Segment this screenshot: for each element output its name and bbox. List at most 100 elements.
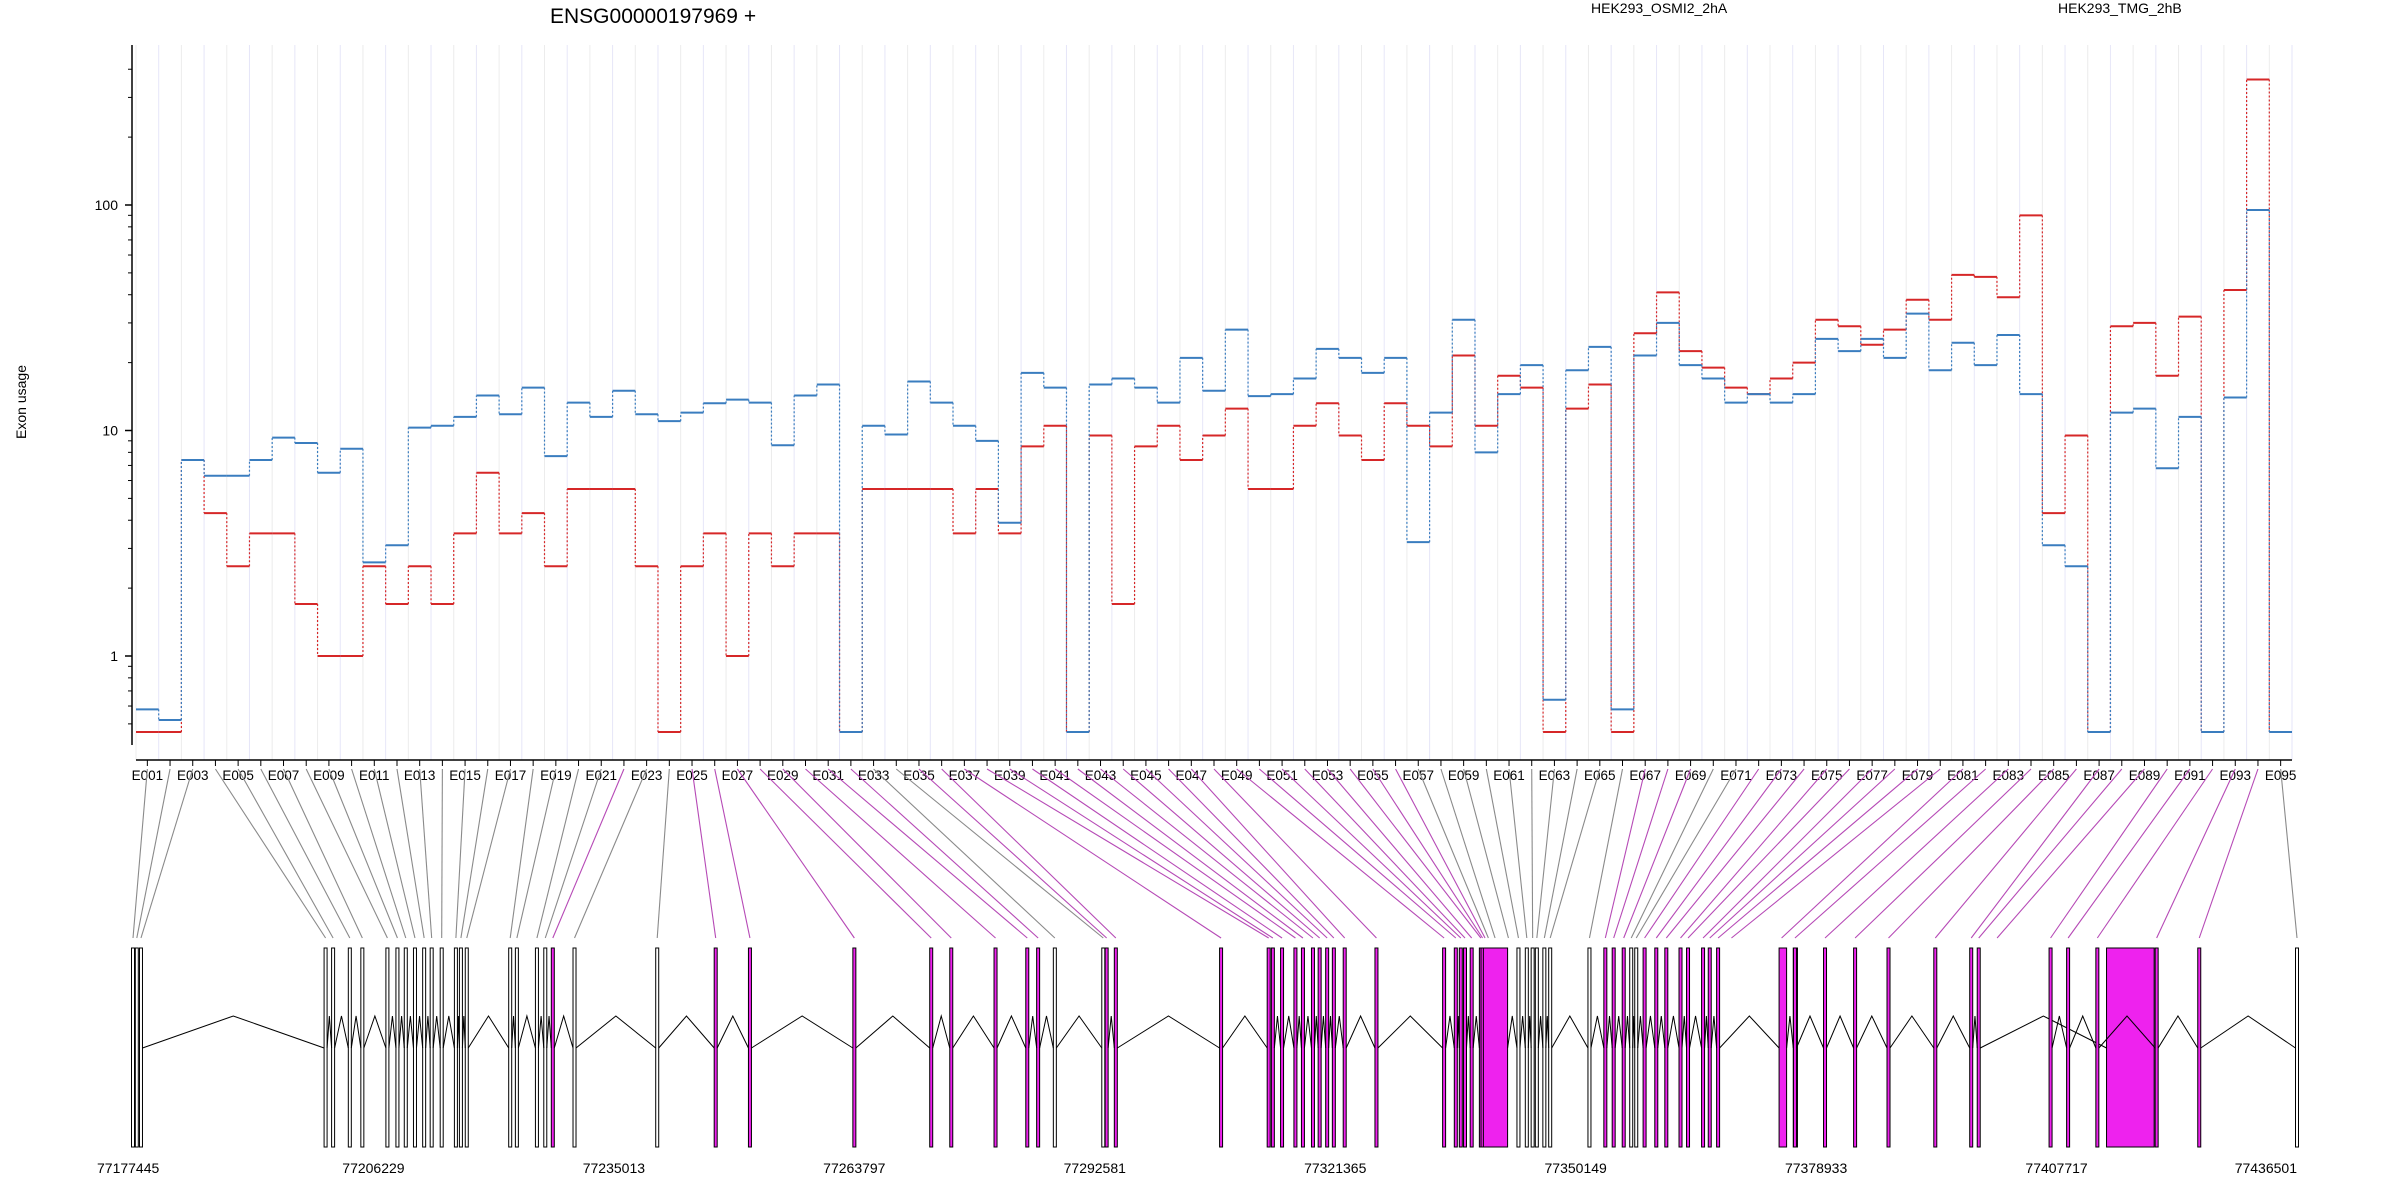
exon-block-E034 <box>1101 947 1106 1148</box>
genomic-coordinate-label: 77378933 <box>1785 1160 1848 1176</box>
intron-line <box>1456 1015 1460 1049</box>
intron-line <box>996 1014 1027 1049</box>
x-tick-label: E061 <box>1493 768 1525 783</box>
x-tick-label: E035 <box>903 768 935 783</box>
intron-line <box>1710 1015 1718 1049</box>
intron-line <box>2069 1014 2097 1049</box>
x-tick-label: E091 <box>2174 768 2206 783</box>
connector-line <box>1372 768 1483 939</box>
x-tick-label: E067 <box>1629 768 1661 783</box>
intron-line <box>1645 1015 1656 1049</box>
connector-line <box>691 768 717 939</box>
connector-line <box>850 768 1039 939</box>
exon-block-E031 <box>1025 947 1030 1148</box>
connector-line <box>466 768 511 939</box>
intron-line <box>2098 1015 2156 1049</box>
exon-block-E038 <box>1266 947 1271 1148</box>
intron-line <box>932 1014 951 1049</box>
connector-line <box>895 768 1104 939</box>
connector-line <box>782 768 952 939</box>
x-tick-label: E075 <box>1811 768 1843 783</box>
exon-block-E026 <box>747 947 752 1148</box>
genomic-coordinate-label: 77235013 <box>583 1160 646 1176</box>
genomic-coordinate-label: 77263797 <box>823 1160 886 1176</box>
connector-line <box>237 768 334 939</box>
x-tick-label: E033 <box>858 768 890 783</box>
exon-block-E025 <box>713 947 718 1148</box>
intron-line <box>1795 1014 1824 1049</box>
connector-line <box>536 768 580 939</box>
exon-block-E074 <box>1664 947 1669 1148</box>
connector-line <box>1543 768 1578 939</box>
connector-line <box>1549 768 1601 939</box>
intron-line <box>1222 1015 1268 1049</box>
y-tick-label: 100 <box>95 197 119 213</box>
gene-model: 77177445 77206229 77235013 77263797 77292581… <box>97 947 2299 1176</box>
intron-line <box>442 1015 455 1049</box>
connector-line <box>373 768 416 939</box>
x-tick-label: E051 <box>1266 768 1298 783</box>
x-tick-label: E069 <box>1675 768 1707 783</box>
intron-line <box>575 1015 657 1049</box>
intron-line <box>1377 1015 1443 1049</box>
genomic-coordinate-label: 77436501 <box>2235 1160 2298 1176</box>
connector-line <box>1122 768 1321 939</box>
x-tick-label: E053 <box>1312 768 1344 783</box>
connector-line <box>1978 768 2123 939</box>
connector-line <box>140 768 194 939</box>
connector-line <box>1281 768 1462 939</box>
x-tick-label: E093 <box>2219 768 2251 783</box>
exon-block-E027 <box>852 947 857 1148</box>
intron-line <box>553 1014 574 1049</box>
connector-line <box>1485 768 1519 939</box>
connector-line <box>1824 768 2009 939</box>
intron-line <box>1334 1015 1344 1049</box>
x-tick-label: E029 <box>767 768 799 783</box>
exon-block-E092 <box>2095 947 2100 1148</box>
intron-line <box>1117 1015 1220 1049</box>
connector-line <box>1680 768 1828 939</box>
connector-line <box>1794 768 1986 939</box>
connector-line <box>1259 768 1457 939</box>
intron-line <box>1296 1015 1302 1049</box>
intron-line <box>1980 1015 2107 1049</box>
intron-line <box>1345 1014 1376 1049</box>
intron-line <box>1632 1015 1636 1049</box>
intron-line <box>456 1015 460 1049</box>
intron-line <box>1320 1015 1327 1049</box>
intron-line <box>1704 1015 1709 1049</box>
connector-line <box>552 768 625 939</box>
exon-block-E095 <box>2295 947 2299 1148</box>
intron-line <box>1303 1015 1312 1049</box>
connector-line <box>1613 768 1669 939</box>
x-tick-label: E065 <box>1584 768 1616 783</box>
connector-line <box>873 768 1056 939</box>
x-tick-label: E037 <box>949 768 981 783</box>
intron-line <box>326 1015 333 1049</box>
connector-line <box>1304 768 1466 939</box>
intron-line <box>1590 1015 1605 1049</box>
connector-line <box>1440 768 1496 939</box>
connector-line <box>941 768 1117 939</box>
intron-line <box>363 1014 387 1049</box>
intron-line <box>1551 1014 1589 1049</box>
exon-block-E003 <box>138 947 143 1148</box>
intron-line <box>1472 1015 1480 1049</box>
x-tick-label: E009 <box>313 768 345 783</box>
exon-connector-lines <box>132 768 2298 939</box>
intron-line <box>350 1015 362 1049</box>
intron-line <box>2157 1015 2199 1049</box>
intron-line <box>1936 1014 1971 1049</box>
x-tick-label: E021 <box>585 768 617 783</box>
connector-line <box>419 768 433 939</box>
chart-title: ENSG00000197969 + <box>550 5 756 28</box>
intron-line <box>1657 1015 1666 1049</box>
x-tick-label: E079 <box>1902 768 1934 783</box>
intron-line <box>2200 1015 2296 1049</box>
x-tick-label: E059 <box>1448 768 1480 783</box>
intron-line <box>1826 1014 1855 1049</box>
x-tick-label: E043 <box>1085 768 1117 783</box>
intron-line <box>1519 1015 1526 1049</box>
intron-line <box>1445 1015 1455 1049</box>
connector-line <box>1588 768 1624 939</box>
